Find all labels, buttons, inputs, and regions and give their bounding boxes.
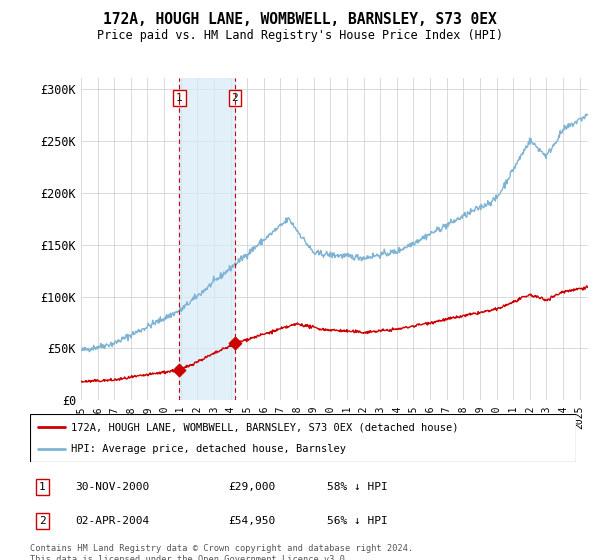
Text: HPI: Average price, detached house, Barnsley: HPI: Average price, detached house, Barn…	[71, 444, 346, 454]
Text: £54,950: £54,950	[228, 516, 275, 526]
Text: 1: 1	[39, 482, 46, 492]
Text: 2: 2	[232, 93, 238, 103]
Bar	[179, 78, 235, 400]
Text: 30-NOV-2000: 30-NOV-2000	[75, 482, 149, 492]
Text: 58% ↓ HPI: 58% ↓ HPI	[327, 482, 388, 492]
Text: 172A, HOUGH LANE, WOMBWELL, BARNSLEY, S73 0EX: 172A, HOUGH LANE, WOMBWELL, BARNSLEY, S7…	[103, 12, 497, 27]
Point	[230, 339, 239, 348]
Point	[175, 366, 184, 375]
Text: Contains HM Land Registry data © Crown copyright and database right 2024.
This d: Contains HM Land Registry data © Crown c…	[30, 544, 413, 560]
Text: 172A, HOUGH LANE, WOMBWELL, BARNSLEY, S73 0EX (detached house): 172A, HOUGH LANE, WOMBWELL, BARNSLEY, S7…	[71, 422, 458, 432]
Text: £29,000: £29,000	[228, 482, 275, 492]
Text: 02-APR-2004: 02-APR-2004	[75, 516, 149, 526]
Text: Price paid vs. HM Land Registry's House Price Index (HPI): Price paid vs. HM Land Registry's House …	[97, 29, 503, 42]
Text: 2: 2	[39, 516, 46, 526]
FancyBboxPatch shape	[30, 414, 576, 462]
Text: 1: 1	[176, 93, 183, 103]
Text: 56% ↓ HPI: 56% ↓ HPI	[327, 516, 388, 526]
